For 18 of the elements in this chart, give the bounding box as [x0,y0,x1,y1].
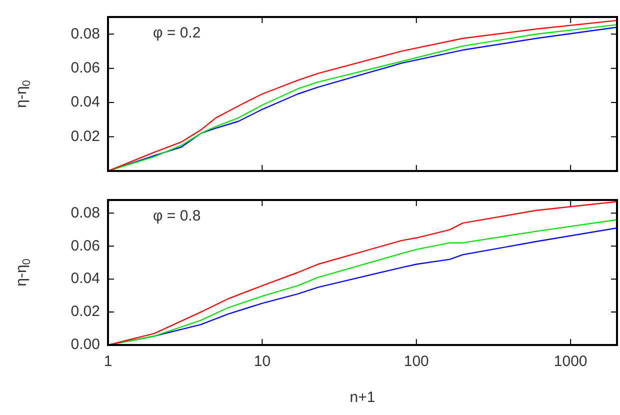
y-tick-label: 0.02 [70,303,100,320]
y-tick-label: 0.06 [70,237,100,254]
y-tick-label: 0.06 [70,59,100,76]
y-tick-label: 0.00 [70,336,100,354]
y-tick-label: 0.04 [70,94,100,111]
annotation: φ = 0.2 [153,24,201,42]
x-axis-title: n+1 [350,389,376,406]
x-tick-label: 1000 [554,353,588,370]
y-tick-label: 0.08 [70,25,100,42]
x-tick-label: 10 [254,353,271,370]
y-tick-label: 0.08 [70,204,100,222]
annotation: φ = 0.8 [153,208,201,225]
y-tick-label: 0.04 [70,270,100,288]
x-tick-label: 100 [404,353,429,370]
y-axis-title: η-η0 [13,80,34,108]
y-axis-title: η-η0 [13,258,34,286]
y-tick-label: 0.02 [70,128,100,145]
x-tick-label: 1 [104,353,112,370]
